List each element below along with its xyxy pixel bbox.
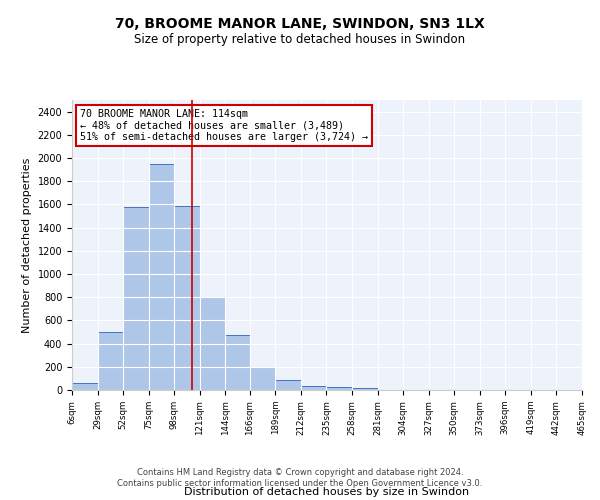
- Bar: [226, 335, 250, 390]
- Bar: [174, 206, 200, 390]
- Text: Size of property relative to detached houses in Swindon: Size of property relative to detached ho…: [134, 32, 466, 46]
- Bar: [352, 388, 377, 390]
- Bar: [98, 332, 123, 390]
- Text: Contains HM Land Registry data © Crown copyright and database right 2024.
Contai: Contains HM Land Registry data © Crown c…: [118, 468, 482, 487]
- Bar: [250, 367, 275, 390]
- Text: 70, BROOME MANOR LANE, SWINDON, SN3 1LX: 70, BROOME MANOR LANE, SWINDON, SN3 1LX: [115, 18, 485, 32]
- Bar: [275, 380, 301, 390]
- Bar: [301, 386, 326, 390]
- X-axis label: Distribution of detached houses by size in Swindon: Distribution of detached houses by size …: [184, 488, 470, 498]
- Text: 70 BROOME MANOR LANE: 114sqm
← 48% of detached houses are smaller (3,489)
51% of: 70 BROOME MANOR LANE: 114sqm ← 48% of de…: [80, 108, 368, 142]
- Bar: [200, 297, 226, 390]
- Bar: [72, 383, 98, 390]
- Y-axis label: Number of detached properties: Number of detached properties: [22, 158, 32, 332]
- Bar: [326, 387, 352, 390]
- Bar: [123, 206, 149, 390]
- Bar: [149, 164, 174, 390]
